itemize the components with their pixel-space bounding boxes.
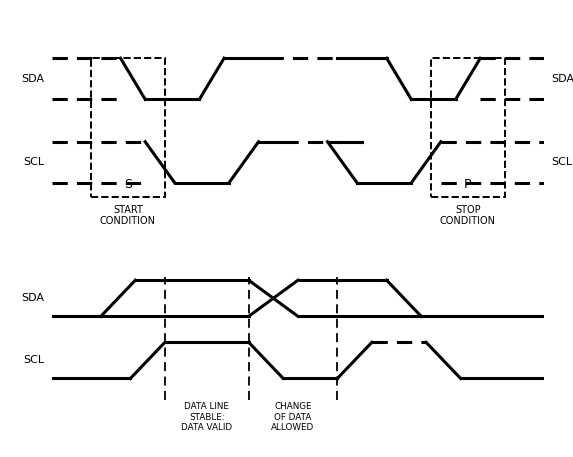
Text: S: S (124, 178, 132, 191)
Text: START
CONDITION: START CONDITION (100, 205, 156, 226)
Text: SDA: SDA (21, 74, 44, 84)
Text: DATA LINE
STABLE:
DATA VALID: DATA LINE STABLE: DATA VALID (181, 402, 233, 432)
Text: STOP
CONDITION: STOP CONDITION (440, 205, 496, 226)
Text: SDA: SDA (552, 74, 573, 84)
Text: SCL: SCL (23, 356, 44, 365)
Text: SCL: SCL (23, 157, 44, 167)
Text: SDA: SDA (21, 293, 44, 303)
Text: CHANGE
OF DATA
ALLOWED: CHANGE OF DATA ALLOWED (272, 402, 315, 432)
Text: SCL: SCL (552, 157, 573, 167)
Text: P: P (464, 178, 472, 191)
Bar (431, 58, 505, 197)
Bar (91, 58, 165, 197)
